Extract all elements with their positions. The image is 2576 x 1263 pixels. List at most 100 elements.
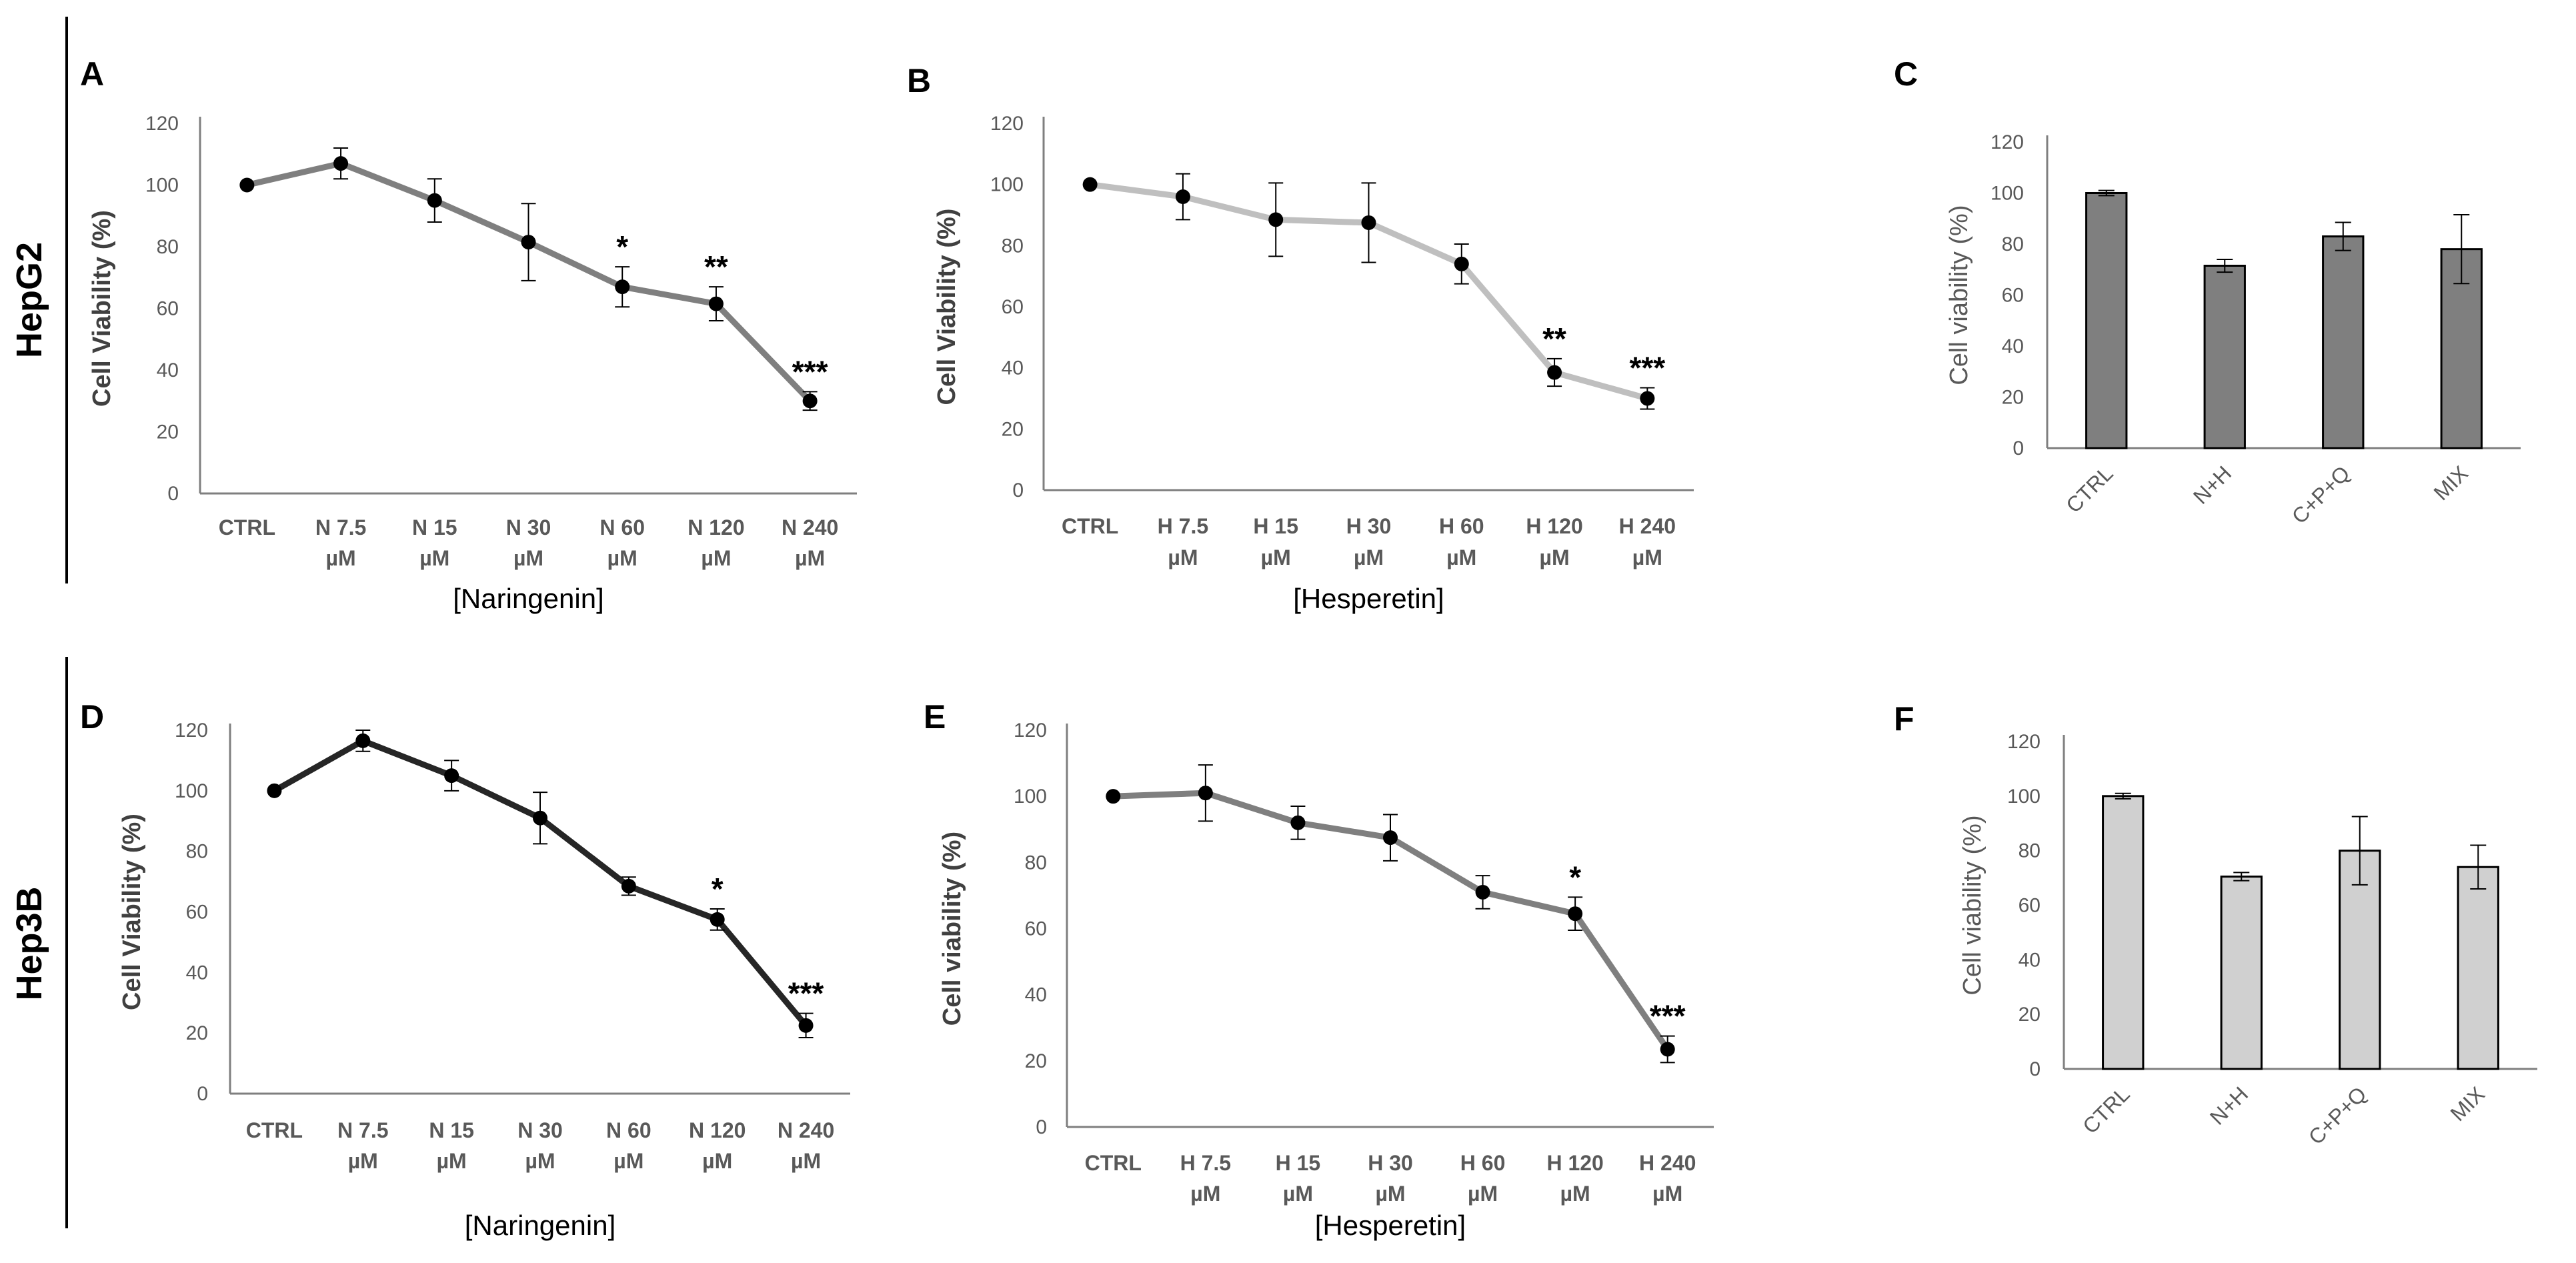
panel-f: F 0 20 40 60 80 100 120 Cell viability (%) CTRL N+… <box>1894 700 2537 1149</box>
x-tick-label: CTRL <box>1085 1151 1142 1175</box>
y-tick-label: 60 <box>2002 285 2024 307</box>
x-tick-label: µM <box>1632 545 1662 569</box>
bar <box>2339 850 2381 1070</box>
data-point <box>710 912 725 927</box>
x-tick-label: N 240 <box>782 515 838 539</box>
y-axis-title: Cell Viability (%) <box>933 209 961 405</box>
panel-label-a: A <box>80 55 104 93</box>
y-tick-label: 120 <box>175 720 208 742</box>
data-point <box>1082 177 1098 192</box>
data-point <box>1106 789 1121 804</box>
data-point <box>798 1018 814 1033</box>
x-tick-label: H 120 <box>1546 1151 1603 1175</box>
x-tick-label: µM <box>1540 545 1570 569</box>
x-tick-label: µM <box>702 1149 732 1173</box>
series-line <box>273 738 809 1028</box>
significance-marker: * <box>1569 860 1581 894</box>
y-tick-label: 100 <box>175 780 208 802</box>
y-tick-label: 0 <box>197 1083 208 1105</box>
x-tick-label: N 120 <box>688 515 744 539</box>
x-tick-label: µM <box>1560 1182 1590 1206</box>
x-tick-label: H 30 <box>1346 514 1392 538</box>
data-point <box>1268 212 1284 227</box>
bar <box>2457 866 2499 1070</box>
data-point <box>615 279 630 295</box>
x-tick-label: µM <box>513 546 543 570</box>
x-tick-label: µM <box>525 1149 555 1173</box>
x-tick-label: µM <box>1468 1182 1498 1206</box>
data-point <box>708 296 724 311</box>
y-tick-label: 120 <box>1014 720 1047 742</box>
x-tick-label: µM <box>701 546 731 570</box>
panel-c: C 0 20 40 60 80 100 120 Cell viability (%) CTRL N+… <box>1894 55 2521 528</box>
x-tick-label: µM <box>1168 545 1198 569</box>
y-tick-label: 120 <box>145 113 179 135</box>
panel-label-e: E <box>924 698 946 736</box>
y-tick-label: 120 <box>2007 731 2041 753</box>
y-tick-label: 100 <box>1014 786 1047 808</box>
y-tick-label: 80 <box>2002 233 2024 255</box>
x-tick-label: N 60 <box>599 515 645 539</box>
bar <box>2085 192 2128 449</box>
panel-label-c: C <box>1894 55 1918 93</box>
x-tick-label: H 15 <box>1276 1151 1321 1175</box>
significance-marker: * <box>616 229 628 264</box>
y-tick-label: 120 <box>990 113 1024 135</box>
bar <box>2203 265 2246 449</box>
data-point <box>1454 256 1469 271</box>
x-tick-label: N 120 <box>689 1118 746 1142</box>
y-tick-label: 100 <box>2007 786 2041 808</box>
y-axis-title: Cell Viability (%) <box>118 814 146 1010</box>
data-point <box>1547 365 1562 380</box>
data-point <box>1290 815 1306 830</box>
data-point <box>444 768 459 784</box>
y-tick-label: 40 <box>2002 335 2024 357</box>
y-tick-label: 80 <box>1025 852 1047 874</box>
x-tick-label: µM <box>1354 545 1384 569</box>
y-tick-label: 40 <box>2019 949 2041 971</box>
y-tick-label: 60 <box>1002 296 1024 318</box>
x-tick-label: N 15 <box>429 1118 474 1142</box>
data-point <box>533 810 547 826</box>
panel-a: A 0 20 40 60 80 100 120 Cell Viability (%) CTRL N … <box>80 55 857 614</box>
data-point <box>239 177 255 193</box>
data-point <box>333 156 349 171</box>
x-tick-label: H 7.5 <box>1180 1151 1231 1175</box>
data-point <box>1198 786 1213 801</box>
y-tick-label: 40 <box>1025 984 1047 1006</box>
y-tick-label: 40 <box>157 359 179 381</box>
x-tick-label: H 120 <box>1526 514 1582 538</box>
x-tick-label: µM <box>795 546 825 570</box>
data-point <box>1475 884 1490 900</box>
x-tick-label: MIX <box>2429 461 2473 505</box>
x-tick-label: H 240 <box>1619 514 1676 538</box>
x-tick-label: CTRL <box>246 1118 303 1142</box>
data-point <box>427 193 442 208</box>
bar <box>2220 876 2263 1070</box>
x-tick-label: N 7.5 <box>315 515 366 539</box>
x-tick-label: µM <box>419 546 449 570</box>
x-tick-label: H 15 <box>1253 514 1298 538</box>
y-tick-label: 120 <box>1991 131 2024 153</box>
y-tick-label: 80 <box>2019 840 2041 862</box>
y-tick-label: 80 <box>1002 235 1024 257</box>
y-tick-label: 40 <box>1002 357 1024 379</box>
panel-label-d: D <box>80 698 104 736</box>
y-tick-label: 20 <box>157 421 179 443</box>
data-point <box>355 733 371 748</box>
y-tick-label: 60 <box>1025 918 1047 940</box>
x-tick-label: µM <box>1652 1182 1682 1206</box>
y-tick-label: 0 <box>1036 1116 1047 1138</box>
x-tick-label: N 240 <box>778 1118 834 1142</box>
x-tick-label: H 30 <box>1368 1151 1413 1175</box>
x-tick-label: C+P+Q <box>2287 461 2355 528</box>
x-tick-label: CTRL <box>2078 1082 2135 1138</box>
y-tick-label: 20 <box>186 1022 208 1044</box>
y-tick-label: 100 <box>145 175 179 197</box>
x-tick-label: H 60 <box>1460 1151 1506 1175</box>
x-tick-label: N 15 <box>412 515 457 539</box>
x-tick-label: C+P+Q <box>2304 1082 2371 1149</box>
data-point <box>1175 189 1190 204</box>
